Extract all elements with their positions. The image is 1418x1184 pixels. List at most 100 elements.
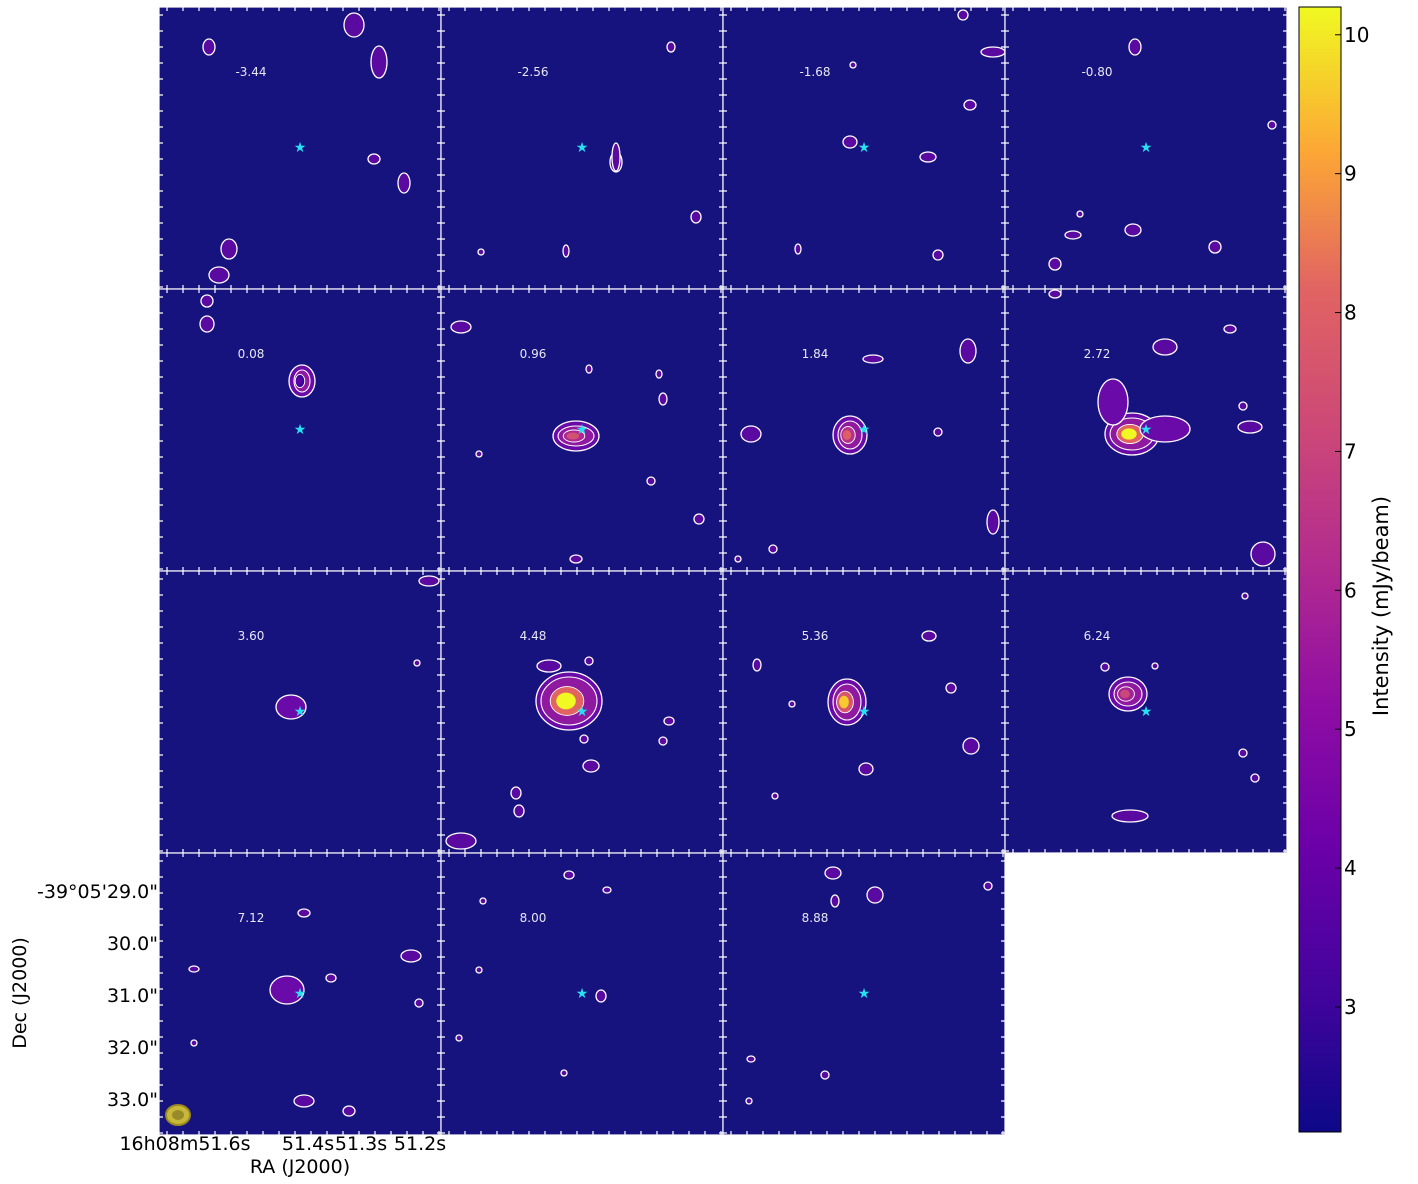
contour <box>663 716 675 726</box>
channel-panel: 2.72 ★ <box>1004 288 1288 572</box>
contour <box>595 989 607 1003</box>
channel-panel: -1.68 ★ <box>722 6 1006 290</box>
contour <box>325 973 337 983</box>
contour <box>752 658 762 672</box>
emission-peak <box>842 430 852 440</box>
star-marker: ★ <box>294 140 307 156</box>
contour <box>957 9 969 21</box>
velocity-label: 0.96 <box>520 347 547 361</box>
velocity-label: -0.80 <box>1081 65 1112 79</box>
contour <box>585 364 593 374</box>
contour <box>475 966 483 974</box>
contour <box>1237 420 1263 434</box>
contour <box>510 786 522 800</box>
panel-ticks <box>723 289 1005 571</box>
contour <box>343 12 365 38</box>
panel-ticks <box>723 7 1005 289</box>
emission-peak <box>296 377 302 385</box>
velocity-label: -2.56 <box>517 65 548 79</box>
channel-panel: 8.00 ★ <box>440 852 724 1136</box>
contour <box>1124 223 1142 237</box>
velocity-label: 0.08 <box>238 347 265 361</box>
star-marker: ★ <box>858 986 871 1002</box>
channel-panel: 5.36 ★ <box>722 570 1006 854</box>
contour <box>734 555 742 563</box>
contour <box>475 450 483 458</box>
colorbar-tick-label: 3 <box>1344 995 1357 1019</box>
emission-peak <box>1120 689 1130 699</box>
channel-panel: 0.96 ★ <box>440 288 724 572</box>
velocity-label: 8.88 <box>802 911 829 925</box>
contour <box>1048 289 1062 299</box>
contour <box>963 99 977 111</box>
colorbar-tick-label: 6 <box>1344 578 1357 602</box>
contour <box>190 1039 198 1047</box>
contour <box>866 886 884 904</box>
contour <box>445 832 477 850</box>
y-tick-label: -39°05'29.0" <box>37 881 158 903</box>
panel-background <box>440 852 724 1136</box>
contour <box>745 1097 753 1105</box>
colorbar-label: Intensity (mJy/beam) <box>1369 496 1393 716</box>
channel-panel: 3.60 ★ <box>158 570 442 854</box>
velocity-label: 6.24 <box>1084 629 1111 643</box>
star-marker: ★ <box>576 422 589 438</box>
panel-ticks <box>441 289 723 571</box>
contour <box>820 1070 830 1080</box>
emission-peak <box>1121 428 1137 440</box>
panel-ticks <box>159 853 441 1135</box>
contour <box>208 266 230 284</box>
contour <box>269 975 305 1005</box>
channel-panel: 0.08 ★ <box>158 288 442 572</box>
contour <box>862 354 884 364</box>
contour <box>367 153 381 165</box>
panel-ticks <box>159 571 441 853</box>
contour <box>986 509 1000 535</box>
emission-peak <box>839 695 849 709</box>
contour <box>842 135 858 149</box>
contour <box>400 949 422 963</box>
contour <box>1139 415 1191 443</box>
contour <box>1223 324 1237 334</box>
contour <box>413 659 421 667</box>
velocity-label: -3.44 <box>235 65 266 79</box>
velocity-label: 2.72 <box>1084 347 1111 361</box>
contour <box>611 142 621 172</box>
panel-ticks <box>1005 571 1287 853</box>
star-marker: ★ <box>858 422 871 438</box>
contour <box>655 369 663 379</box>
channel-panel: -2.56 ★ <box>440 6 724 290</box>
contour <box>1097 378 1129 426</box>
contour <box>945 682 957 694</box>
velocity-label: 5.36 <box>802 629 829 643</box>
y-tick-label: 32.0" <box>107 1037 158 1059</box>
panel-ticks <box>441 853 723 1135</box>
contour <box>1064 230 1082 240</box>
contour <box>919 151 937 163</box>
contour <box>824 866 842 880</box>
contour <box>188 965 200 973</box>
contour <box>1208 240 1222 254</box>
contour <box>370 45 388 79</box>
contour <box>582 759 600 773</box>
contour <box>536 659 562 673</box>
panel-background <box>440 6 724 290</box>
velocity-label: 3.60 <box>238 629 265 643</box>
contour <box>858 762 874 776</box>
x-tick-label: 51.4s <box>282 1133 334 1155</box>
panel-ticks <box>159 7 441 289</box>
contour <box>658 736 668 746</box>
contour <box>1100 662 1110 672</box>
emission-peak <box>556 692 576 710</box>
contour <box>293 1094 315 1108</box>
panel-ticks <box>441 571 723 853</box>
contour <box>584 656 594 666</box>
star-marker: ★ <box>294 704 307 720</box>
emission-peak <box>566 432 580 440</box>
x-tick-label: 16h08m51.6s <box>119 1133 250 1155</box>
channel-panel: 7.12 ★ <box>158 852 442 1136</box>
panel-background <box>158 288 442 572</box>
panel-ticks <box>1005 7 1287 289</box>
contour <box>513 804 525 818</box>
contour <box>220 238 238 260</box>
